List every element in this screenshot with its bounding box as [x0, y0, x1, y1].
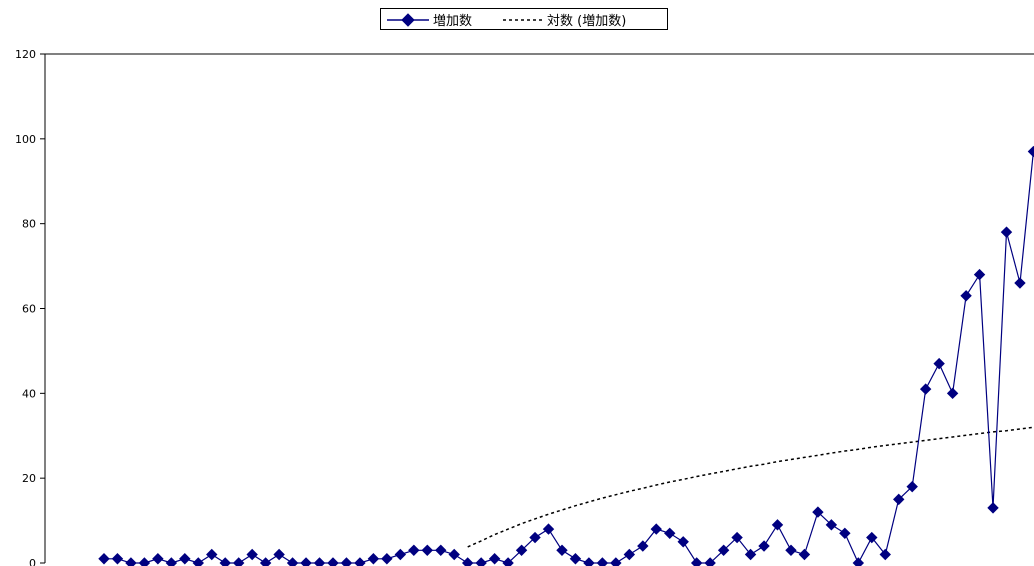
data-point-marker — [111, 553, 124, 565]
data-point-marker — [125, 557, 137, 566]
data-point-marker — [340, 557, 353, 566]
data-point-marker — [286, 557, 299, 566]
data-point-marker — [542, 523, 555, 535]
data-point-marker — [327, 557, 339, 566]
data-point-marker — [623, 548, 636, 561]
data-point-marker — [812, 506, 824, 518]
legend-trend-label: 対数 (増加数) — [547, 14, 626, 29]
data-point-marker — [1027, 145, 1034, 158]
data-point-marker — [381, 553, 393, 565]
data-point-marker — [879, 548, 891, 561]
data-point-marker — [906, 480, 918, 493]
data-point-marker — [758, 540, 770, 552]
series-line — [104, 151, 1034, 565]
data-point-marker — [502, 557, 514, 566]
data-point-marker — [744, 548, 757, 561]
data-point-marker — [421, 544, 433, 556]
data-point-marker — [866, 531, 878, 544]
data-point-marker — [300, 557, 312, 566]
data-point-marker — [313, 557, 326, 566]
data-point-marker — [1000, 226, 1013, 238]
y-tick-label: 120 — [15, 48, 36, 61]
data-point-marker — [771, 519, 784, 531]
data-point-marker — [529, 531, 541, 544]
data-point-marker — [138, 557, 151, 566]
data-point-marker — [704, 557, 716, 566]
data-point-marker — [394, 548, 407, 561]
data-point-marker — [192, 557, 204, 566]
legend-series-marker — [401, 13, 415, 27]
data-point-marker — [246, 548, 258, 561]
y-tick-label: 40 — [22, 387, 36, 400]
data-point-marker — [475, 557, 487, 566]
data-point-marker — [1014, 277, 1026, 289]
data-point-marker — [946, 387, 959, 400]
data-point-marker — [987, 502, 999, 514]
y-tick-label: 60 — [22, 303, 36, 316]
data-point-marker — [152, 553, 164, 565]
chart-legend: 増加数 対数 (増加数) — [380, 8, 668, 30]
data-point-marker — [569, 553, 582, 565]
data-point-marker — [596, 557, 609, 566]
data-point-marker — [461, 557, 474, 566]
series-markers — [98, 145, 1034, 566]
data-point-marker — [677, 536, 689, 548]
data-point-marker — [610, 557, 622, 566]
data-point-marker — [515, 544, 528, 556]
y-tick-label: 100 — [15, 133, 36, 146]
data-point-marker — [165, 557, 178, 566]
data-point-marker — [98, 553, 110, 565]
data-point-marker — [583, 557, 595, 566]
data-point-marker — [852, 557, 865, 566]
data-point-marker — [637, 540, 649, 552]
data-point-marker — [785, 544, 797, 556]
data-point-marker — [973, 268, 986, 281]
data-point-marker — [919, 383, 932, 395]
data-point-marker — [206, 548, 218, 561]
data-point-marker — [960, 290, 972, 302]
data-point-marker — [354, 557, 366, 566]
data-point-marker — [825, 519, 838, 531]
data-point-marker — [435, 544, 447, 556]
y-tick-label: 20 — [22, 472, 36, 485]
data-point-marker — [219, 557, 231, 566]
legend-series-label: 増加数 — [433, 14, 472, 29]
data-point-marker — [893, 493, 905, 506]
trendline-path — [467, 426, 1034, 548]
data-point-marker — [839, 527, 851, 540]
data-point-marker — [798, 548, 811, 561]
data-point-marker — [367, 553, 380, 565]
data-point-marker — [556, 544, 568, 556]
data-point-marker — [933, 357, 945, 370]
data-point-marker — [179, 553, 191, 565]
data-point-marker — [488, 553, 501, 565]
data-point-marker — [232, 557, 245, 566]
y-ticks: 0 20 40 60 80 100 120 — [15, 48, 45, 566]
y-tick-label: 80 — [22, 218, 36, 231]
data-point-marker — [690, 557, 703, 566]
data-point-marker — [731, 531, 743, 544]
data-point-marker — [259, 557, 272, 566]
data-point-marker — [273, 548, 285, 561]
y-tick-label: 0 — [29, 557, 36, 566]
data-point-marker — [664, 527, 676, 540]
legend-svg: 増加数 対数 (増加数) — [387, 13, 626, 29]
data-point-marker — [408, 544, 420, 556]
data-point-marker — [650, 523, 662, 535]
data-point-marker — [717, 544, 730, 556]
data-point-marker — [448, 548, 460, 561]
